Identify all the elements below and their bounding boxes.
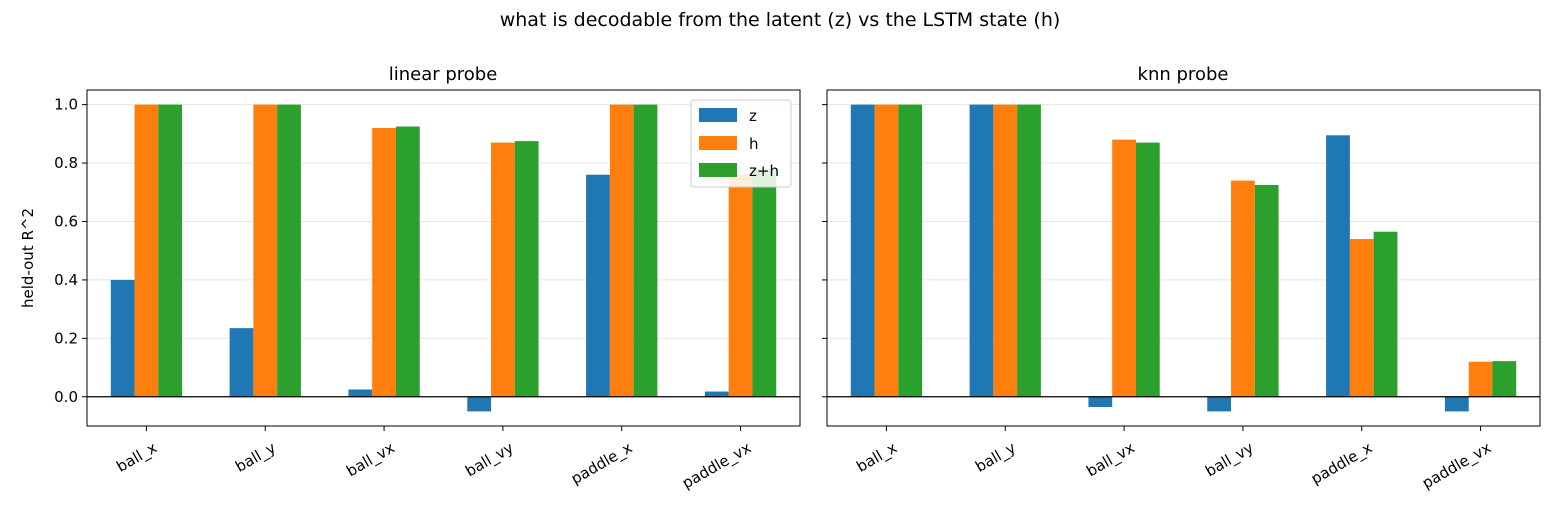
knn-probe-bar-zplush-ball-vx	[1135, 142, 1160, 397]
legend-swatch-z	[699, 108, 737, 122]
knn-probe-bars	[850, 104, 1517, 412]
linear-probe-bar-z-ball-vx	[348, 389, 373, 397]
y-tick-label: 0.6	[54, 212, 78, 230]
y-tick-label: 0.8	[54, 154, 78, 172]
y-tick-label: 0.4	[54, 271, 78, 289]
legend-swatch-h	[699, 136, 737, 150]
knn-probe-bar-zplush-ball-y	[1017, 104, 1041, 397]
linear-probe-bar-h-ball-vx	[372, 127, 396, 397]
linear-probe-bar-zplush-ball-y	[277, 104, 301, 397]
linear-probe-bar-h-paddle-vx	[728, 174, 753, 397]
linear-probe-frame	[86, 89, 801, 427]
y-tick-label: 0.0	[54, 388, 78, 406]
figure-title: what is decodable from the latent (z) vs…	[500, 9, 1061, 31]
knn-probe-bar-zplush-ball-x	[898, 104, 923, 397]
knn-probe-frame	[826, 89, 1541, 427]
linear-probe-bar-z-paddle-vx	[704, 391, 729, 397]
linear-probe-bar-z-paddle-x	[586, 174, 610, 397]
linear-probe-bar-z-ball-vy	[467, 396, 492, 412]
knn-probe-bar-zplush-ball-vy	[1254, 184, 1279, 397]
y-axis-label: held-out R^2	[19, 208, 37, 308]
linear-probe-bar-h-ball-y	[253, 104, 278, 397]
y-tick-label: 1.0	[54, 96, 78, 114]
y-tick-label: 0.2	[54, 329, 78, 347]
linear-probe-bar-zplush-paddle-vx	[752, 168, 777, 397]
linear-probe-bar-h-ball-x	[134, 104, 159, 397]
linear-probe-bars	[110, 104, 777, 412]
legend-swatch-zh	[699, 163, 737, 177]
legend-label-zh: z+h	[749, 162, 779, 180]
linear-probe-bar-h-ball-vy	[491, 142, 515, 397]
linear-probe-bar-z-ball-x	[110, 279, 135, 397]
knn-probe-bar-z-ball-vy	[1207, 396, 1232, 412]
legend-label-h: h	[749, 135, 759, 153]
knn-probe-y-ticks	[822, 104, 827, 398]
knn-probe-bar-z-paddle-x	[1326, 135, 1350, 397]
knn-probe-bar-z-paddle-vx	[1444, 396, 1469, 412]
knn-probe-grid	[827, 104, 1540, 339]
linear-probe-bar-zplush-ball-x	[158, 104, 183, 397]
knn-probe-bar-zplush-paddle-vx	[1492, 361, 1517, 397]
linear-probe-bar-z-ball-y	[229, 328, 254, 397]
linear-probe-y-ticks: 0.0 0.2 0.4 0.6 0.8 1.0	[54, 96, 87, 406]
knn-probe-bar-zplush-paddle-x	[1373, 231, 1398, 397]
linear-probe-bar-zplush-ball-vx	[395, 126, 420, 397]
linear-probe-title: linear probe	[389, 64, 498, 85]
knn-probe-bar-h-ball-vy	[1231, 180, 1255, 397]
knn-probe-bar-z-ball-vx	[1088, 396, 1113, 408]
knn-probe-bar-h-paddle-vx	[1468, 361, 1493, 397]
knn-probe-bar-h-ball-x	[874, 104, 899, 397]
knn-probe-bar-z-ball-y	[969, 104, 994, 397]
knn-probe-bar-h-ball-y	[993, 104, 1018, 397]
knn-probe-bar-z-ball-x	[850, 104, 875, 397]
knn-probe-bar-h-paddle-x	[1349, 239, 1374, 397]
legend: z h z+h	[690, 99, 792, 188]
linear-probe-grid	[87, 104, 800, 339]
linear-probe-bar-zplush-paddle-x	[633, 104, 658, 397]
knn-probe-bar-h-ball-vx	[1112, 139, 1136, 397]
legend-label-z: z	[749, 107, 757, 125]
knn-probe-title: knn probe	[1138, 64, 1229, 85]
linear-probe-bar-zplush-ball-vy	[514, 141, 539, 397]
linear-probe-bar-h-paddle-x	[609, 104, 634, 397]
